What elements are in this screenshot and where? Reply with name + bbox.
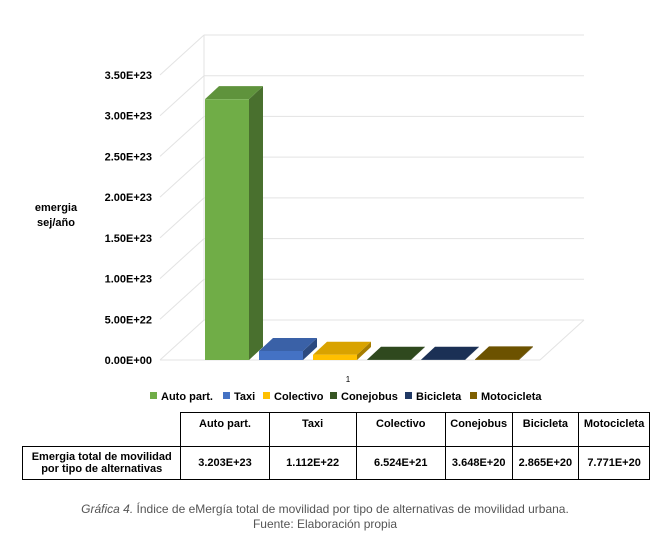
table-header-conejobus: Conejobus bbox=[444, 412, 513, 447]
legend-swatch bbox=[470, 392, 477, 399]
table-cell-colectivo: 6.524E+21 bbox=[355, 446, 446, 480]
caption-source: Fuente: Elaboración propia bbox=[252, 517, 398, 531]
gridline-diagonal bbox=[159, 278, 205, 320]
bar-front bbox=[313, 354, 357, 360]
y-tick-label: 5.00E+22 bbox=[105, 314, 152, 326]
bar-top bbox=[421, 346, 479, 360]
legend-label: Motocicleta bbox=[481, 391, 542, 403]
legend-label: Taxi bbox=[234, 391, 256, 403]
table-header-colectivo: Colectivo bbox=[355, 412, 446, 447]
bar-conejobus bbox=[367, 346, 425, 360]
table-cell-taxi: 1.112E+22 bbox=[268, 446, 357, 480]
bar-side bbox=[249, 86, 263, 360]
gridline-diagonal bbox=[159, 197, 205, 239]
table-cell-motocicleta: 7.771E+20 bbox=[578, 446, 650, 480]
table-cell-conejobus: 3.648E+20 bbox=[444, 446, 513, 480]
bar-front bbox=[205, 99, 249, 360]
bar-colectivo bbox=[313, 341, 371, 360]
y-axis-label-line-2: sej/año bbox=[37, 217, 75, 229]
bar-top bbox=[205, 86, 263, 100]
legend-swatch bbox=[405, 392, 412, 399]
legend-item: Taxi bbox=[223, 391, 255, 403]
table-row-label: Emergia total de movilidad por tipo de a… bbox=[21, 446, 182, 480]
bar-bicicleta bbox=[421, 346, 479, 360]
bar-top bbox=[367, 346, 425, 360]
table-header-taxi: Taxi bbox=[268, 412, 357, 447]
table-cell-auto: 3.203E+23 bbox=[180, 446, 270, 480]
y-tick-label: 2.50E+23 bbox=[105, 151, 152, 163]
chart-bars bbox=[205, 86, 533, 360]
legend-swatch bbox=[223, 392, 230, 399]
gridline-diagonal bbox=[159, 34, 205, 76]
table-cell-bicicleta: 2.865E+20 bbox=[511, 446, 580, 480]
table-header-motocicleta: Motocicleta bbox=[578, 412, 650, 447]
legend-item: Auto part. bbox=[150, 391, 213, 403]
y-axis-label: emergia sej/año bbox=[30, 201, 82, 231]
legend-item: Colectivo bbox=[263, 391, 324, 403]
bar-top bbox=[259, 337, 317, 351]
data-table: Auto part. Taxi Colectivo Conejobus Bici… bbox=[21, 412, 650, 480]
gridline-diagonal bbox=[159, 238, 205, 279]
bar-top bbox=[313, 341, 371, 355]
legend-swatch bbox=[263, 392, 270, 399]
legend-label: Conejobus bbox=[341, 391, 398, 403]
y-tick-label: 3.50E+23 bbox=[105, 70, 152, 82]
legend-item: Motocicleta bbox=[470, 391, 542, 403]
bar-chart: 0.00E+00 5.00E+22 1.00E+23 1.50E+23 2.00E+23… bbox=[105, 34, 585, 384]
legend-item: Conejobus bbox=[330, 391, 398, 403]
legend-label: Bicicleta bbox=[416, 391, 462, 403]
y-tick-label: 3.00E+23 bbox=[105, 111, 152, 123]
bar-motocicleta bbox=[475, 346, 533, 360]
table-header-bicicleta: Bicicleta bbox=[511, 412, 580, 447]
bar-front bbox=[475, 359, 519, 360]
x-axis-tick-label: 1 bbox=[346, 375, 351, 384]
legend-swatch bbox=[330, 392, 337, 399]
legend-label: Auto part. bbox=[161, 391, 213, 403]
legend-label: Colectivo bbox=[274, 391, 324, 403]
legend-item: Bicicleta bbox=[405, 391, 461, 403]
bar-top bbox=[475, 346, 533, 360]
gridline-diagonal bbox=[159, 75, 205, 117]
bar-front bbox=[259, 350, 303, 360]
bar-side bbox=[303, 337, 317, 360]
legend-swatch bbox=[150, 392, 157, 399]
bar-side bbox=[411, 346, 425, 360]
y-axis-label-line-1: emergia bbox=[34, 202, 78, 214]
table-header-auto: Auto part. bbox=[180, 412, 270, 447]
gridline-diagonal bbox=[159, 319, 205, 361]
table-header-row: Auto part. Taxi Colectivo Conejobus Bici… bbox=[23, 412, 650, 447]
table-row: Emergia total de movilidad por tipo de a… bbox=[21, 446, 650, 480]
bar-taxi bbox=[259, 337, 317, 360]
gridline-diagonal bbox=[159, 156, 205, 198]
bar-side bbox=[357, 341, 371, 360]
bar-side bbox=[465, 346, 479, 360]
bar-side bbox=[519, 346, 533, 360]
y-tick-label: 0.00E+00 bbox=[105, 355, 152, 367]
y-axis-ticks: 0.00E+00 5.00E+22 1.00E+23 1.50E+23 2.00E+23… bbox=[105, 70, 152, 367]
table-corner-cell bbox=[23, 413, 181, 447]
bar-auto-part bbox=[205, 86, 263, 360]
y-tick-label: 2.00E+23 bbox=[105, 192, 152, 204]
y-tick-label: 1.50E+23 bbox=[105, 233, 152, 245]
chart-legend: Auto part. Taxi Colectivo Conejobus Biciclet… bbox=[150, 391, 570, 407]
floor-side-edge bbox=[539, 319, 585, 361]
caption-text: Índice de eMergía total de movilidad por… bbox=[136, 502, 569, 516]
gridline-diagonal bbox=[159, 116, 205, 157]
caption-figure-number: Gráfica 4. bbox=[81, 502, 134, 516]
figure-caption: Gráfica 4. Índice de eMergía total de mo… bbox=[0, 502, 650, 532]
y-tick-label: 1.00E+23 bbox=[105, 274, 152, 286]
